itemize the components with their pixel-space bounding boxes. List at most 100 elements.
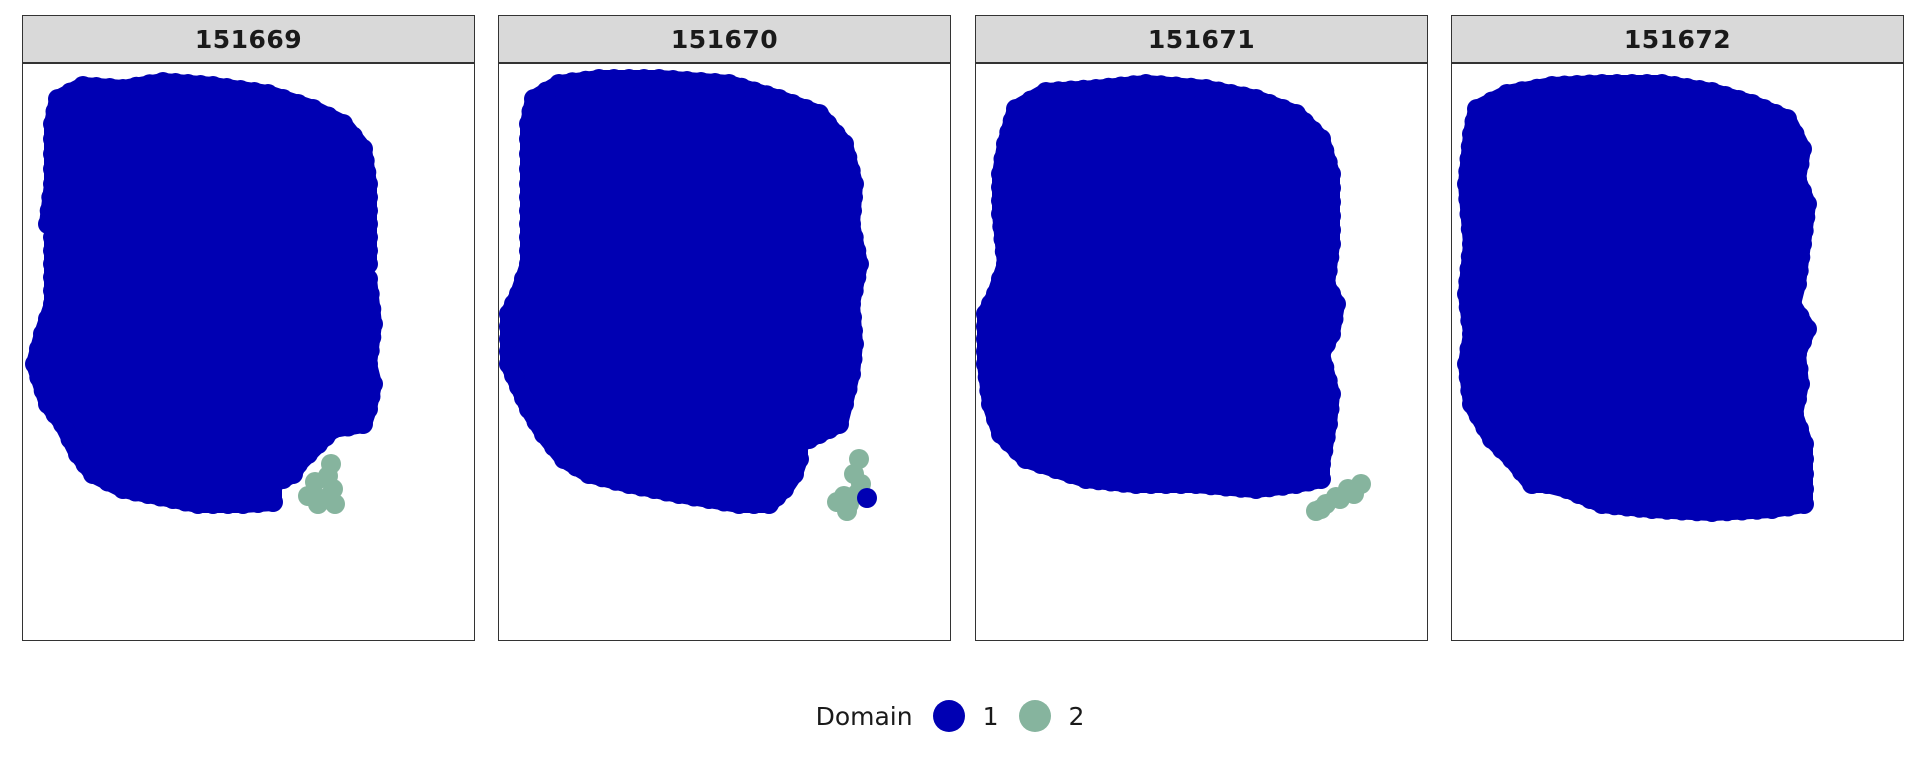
domain-1-spots-spot <box>841 364 861 384</box>
domain-1-spots-spot <box>1687 501 1707 522</box>
domain-1-spots-spot <box>837 379 858 399</box>
domain-1-spots-spot <box>203 494 223 514</box>
domain-1-spots-spot <box>1464 111 1485 132</box>
facet-panel-4: 151672 <box>1451 15 1904 641</box>
domain-1-spots-spot <box>1326 294 1346 314</box>
domain-1-spots-spot <box>1792 139 1812 159</box>
domain-1-spot <box>857 488 877 508</box>
domain-1-spots-spot <box>1622 74 1642 94</box>
domain-2-spot <box>325 494 345 514</box>
domain-1-spots <box>1457 74 1817 522</box>
domain-1-spots-spot <box>338 416 358 437</box>
domain-1-spots-spot <box>1794 434 1814 454</box>
domain-1-spots-spot <box>842 349 863 369</box>
legend: Domain 1 2 <box>0 696 1920 736</box>
domain-1-spots-spot <box>1321 178 1341 198</box>
facet-strip-4: 151672 <box>1451 15 1904 64</box>
domain-1-spots-spot <box>1787 344 1807 364</box>
domain-1-spots-spot <box>1778 496 1798 517</box>
domain-1-spots-spot <box>519 129 539 149</box>
domain-1-spots-spot <box>43 144 63 164</box>
domain-1-spots-spot <box>113 479 133 499</box>
domain-1-spots-spot <box>1784 124 1805 144</box>
domain-1-spots-spot <box>1790 374 1810 394</box>
facet-panel-2: 151670 <box>498 15 951 641</box>
facet-plot-area-3 <box>975 63 1428 641</box>
domain-1-spots-spot <box>1321 206 1341 226</box>
domain-1-spots-spot <box>729 494 749 514</box>
domain-1-spots-spot <box>1201 475 1221 496</box>
domain-1-spots-spot <box>844 334 864 354</box>
domain-1-spots-spot <box>43 129 63 149</box>
domain-1-spots-spot <box>1458 189 1479 209</box>
domain-1-spots-spot <box>1794 494 1814 514</box>
domain-1-spots-spot <box>45 101 66 122</box>
domain-1-spots-spot <box>1459 204 1480 224</box>
domain-1-spots-spot <box>1732 500 1752 521</box>
domain-1-spots-spot <box>1762 499 1782 519</box>
domain-1-spots-spot <box>43 159 63 179</box>
domain-1-spots-spot <box>759 494 779 514</box>
facet-strip-3: 151671 <box>975 15 1428 64</box>
legend-label-domain-2: 2 <box>1068 701 1085 731</box>
domain-1-spots-spot <box>1537 474 1557 494</box>
domain-1-spots-spot <box>29 339 49 359</box>
facet-scatter-svg-2 <box>499 69 877 521</box>
domain-1-spots-spot <box>1787 274 1807 294</box>
domain-1-spots-spot <box>1657 499 1677 520</box>
domain-1-spots-spot <box>1181 77 1201 98</box>
domain-1-spots-spot <box>25 354 45 374</box>
domain-1-spots-spot <box>1462 234 1482 254</box>
facet-strip-1: 151669 <box>22 15 475 64</box>
domain-1-spots-spot <box>1319 399 1340 419</box>
domain-1-spots-spot <box>789 434 809 454</box>
domain-1-spots-spot <box>1321 384 1341 404</box>
domain-1-spots-spot <box>358 254 378 274</box>
domain-1-spots-spot <box>1637 74 1657 94</box>
domain-1-spots-spot <box>303 99 323 119</box>
domain-1-spots-spot <box>1166 76 1186 97</box>
facet-plot-area-2 <box>498 63 951 641</box>
domain-1-spots-spot <box>1002 110 1023 131</box>
domain-1-spots-spot <box>313 269 333 289</box>
domain-1-spots-spot <box>98 471 118 492</box>
domain-1-spots-spot <box>233 494 253 514</box>
domain-1-spots-spot <box>361 299 382 319</box>
domain-2-spot <box>308 494 328 514</box>
domain-1-spots-spot <box>1021 90 1041 111</box>
facet-panel-3: 151671 <box>975 15 1428 641</box>
facet-strip-label-3: 151671 <box>1147 24 1256 54</box>
domain-1-spots-spot <box>784 464 804 484</box>
legend-key-domain-2 <box>1018 700 1051 732</box>
domain-1-spots-spot <box>1460 219 1481 239</box>
domain-1-spots-spot <box>248 493 268 513</box>
domain-1-spots-spot <box>218 494 238 514</box>
domain-1-spots-spot <box>1794 449 1814 469</box>
domain-1-spots-spot <box>358 269 378 289</box>
domain-1-spots-spot <box>1557 479 1577 499</box>
domain-1-spots-spot <box>1527 78 1547 99</box>
domain-1-spots-spot <box>744 494 764 514</box>
domain-1-spots-spot <box>1592 74 1612 94</box>
domain-1-spots-spot <box>43 174 63 194</box>
domain-1-spots-spot <box>358 354 378 374</box>
domain-1-spots-spot <box>1497 84 1517 104</box>
domain-2-spot <box>827 492 847 512</box>
domain-1-spots-spot <box>589 69 609 89</box>
domain-1-spots-spot <box>834 394 854 414</box>
domain-1-spots-spot <box>1607 74 1627 94</box>
domain-1-spots-spot <box>1156 474 1176 494</box>
domain-1-spots-spot <box>1216 476 1236 497</box>
domain-1-spots-spot <box>1459 339 1480 359</box>
domain-1-spots-spot <box>1323 309 1344 329</box>
domain-1-spots-spot <box>1777 109 1797 129</box>
domain-1-spots-spot <box>619 69 639 89</box>
domain-1-spots-spot <box>1512 81 1532 102</box>
domain-1-spots-spot <box>604 69 624 89</box>
facet-plot-area-1 <box>22 63 475 641</box>
facet-scatter-svg-1 <box>25 72 383 514</box>
domain-1-spots-spot <box>318 106 338 127</box>
domain-1-spots-spot <box>1321 192 1341 212</box>
domain-1-spots-spot <box>521 101 542 122</box>
